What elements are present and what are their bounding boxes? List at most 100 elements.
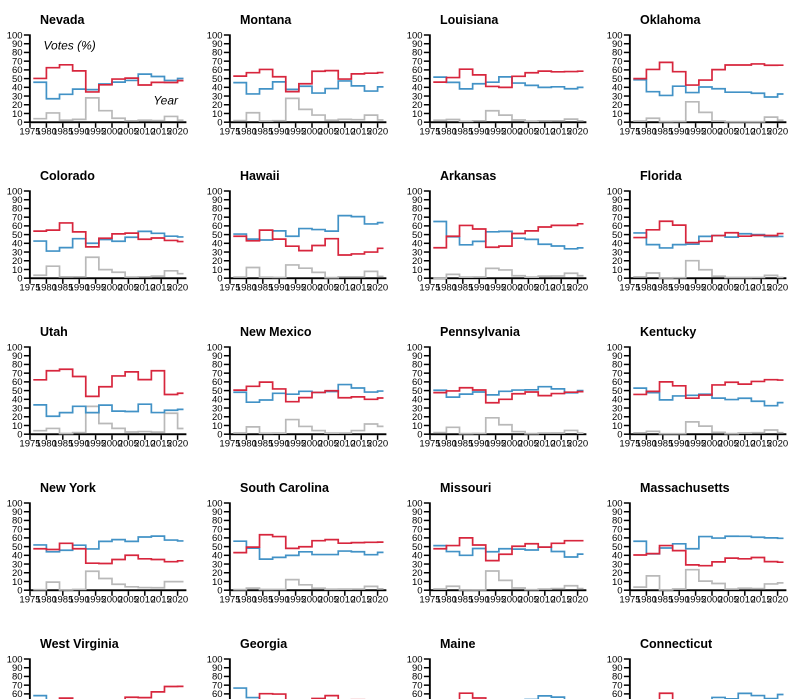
y-tick [423, 580, 430, 583]
x-tick [278, 591, 280, 596]
x-tick-label: 1975 [19, 127, 40, 138]
x-tick-label: 1995 [285, 283, 306, 294]
x-tick-label: 2015 [351, 127, 372, 138]
y-tick-label: 100 [607, 342, 623, 353]
state-chart: Georgia 10090807060504030201001975198019… [200, 637, 400, 699]
republican-line [233, 68, 384, 93]
y-tick-label: 40 [212, 395, 223, 406]
y-tick-label: 50 [212, 542, 223, 553]
democrat-line [33, 694, 48, 699]
x-tick [462, 435, 464, 440]
y-tick-label: 90 [12, 507, 23, 518]
y-tick [623, 34, 630, 36]
y-tick [223, 666, 230, 669]
democrat-line [633, 535, 784, 555]
y-tick [223, 372, 230, 374]
y-tick-label: 50 [612, 386, 623, 397]
y-tick-label: 80 [212, 204, 223, 215]
x-tick-label: 1975 [419, 127, 440, 138]
y-tick [423, 658, 430, 660]
y-tick [623, 693, 630, 695]
x-tick-label: 2000 [101, 595, 122, 606]
x-tick [344, 435, 346, 440]
y-tick-label: 0 [417, 118, 422, 129]
y-tick-label: 70 [412, 680, 423, 691]
y-tick-label: 30 [12, 91, 23, 102]
other-line [433, 109, 584, 123]
x-tick-label: 2010 [534, 439, 555, 450]
x-tick-label: 2020 [567, 283, 588, 294]
y-tick [423, 433, 430, 435]
x-tick-label: 2020 [567, 127, 588, 138]
x-tick-label: 1985 [652, 439, 673, 450]
x-tick-label: 2015 [751, 283, 772, 294]
y-tick [423, 675, 430, 678]
x-tick-label: 1990 [69, 127, 90, 138]
x-axis [228, 589, 387, 592]
y-tick-label: 70 [212, 212, 223, 223]
x-tick-label: 2015 [751, 439, 772, 450]
democrat-line [433, 385, 584, 398]
y-tick [23, 34, 30, 36]
y-tick [223, 572, 230, 574]
x-tick-label: 2005 [318, 127, 339, 138]
x-tick [645, 591, 648, 596]
chart-canvas: 1009080706050403020100197519801985199019… [407, 30, 588, 138]
x-tick-label: 2010 [134, 595, 155, 606]
x-tick-label: 2000 [501, 283, 522, 294]
x-tick-label: 1985 [52, 127, 73, 138]
x-tick [744, 279, 746, 284]
y-tick-label: 90 [412, 663, 423, 674]
x-tick-label: 2015 [551, 127, 572, 138]
x-tick-label: 1985 [452, 127, 473, 138]
y-tick [423, 42, 430, 45]
x-tick [94, 279, 97, 284]
y-tick-label: 80 [612, 672, 623, 683]
y-tick [623, 121, 630, 123]
y-tick [23, 684, 30, 686]
x-tick [678, 435, 680, 440]
y-tick-label: 30 [612, 91, 623, 102]
x-tick [376, 279, 379, 284]
x-tick-label: 2020 [367, 127, 388, 138]
x-tick-label: 1975 [219, 283, 240, 294]
x-tick-label: 1990 [669, 439, 690, 450]
x-tick [511, 435, 513, 440]
y-tick-label: 10 [12, 265, 23, 276]
y-tick-label: 40 [612, 239, 623, 250]
x-tick [662, 435, 664, 440]
y-tick-label: 90 [212, 351, 223, 362]
x-tick-label: 2005 [518, 439, 539, 450]
y-tick-label: 50 [212, 230, 223, 241]
x-tick-label: 1995 [485, 283, 506, 294]
y-tick [23, 95, 30, 97]
y-tick-label: 80 [412, 360, 423, 371]
y-tick [23, 121, 30, 123]
y-tick-label: 20 [212, 100, 223, 111]
y-tick [23, 666, 30, 669]
y-tick-label: 50 [412, 542, 423, 553]
x-tick [62, 591, 64, 596]
x-tick [694, 591, 697, 596]
y-axis [428, 658, 431, 699]
y-tick-label: 80 [12, 48, 23, 59]
x-tick [462, 591, 464, 596]
y-tick [23, 198, 30, 201]
y-tick [423, 563, 430, 565]
y-tick [23, 693, 30, 695]
x-tick-label: 2005 [118, 283, 139, 294]
x-axis [28, 433, 187, 436]
y-tick [423, 216, 430, 218]
y-tick-label: 70 [612, 680, 623, 691]
x-tick [527, 435, 530, 440]
y-tick-label: 10 [212, 265, 223, 276]
y-tick [23, 354, 30, 357]
y-tick-label: 90 [412, 351, 423, 362]
y-tick-label: 70 [412, 56, 423, 67]
y-axis [228, 502, 231, 591]
y-tick [423, 60, 430, 62]
y-tick [423, 233, 430, 236]
y-tick-label: 50 [412, 386, 423, 397]
x-tick-label: 2000 [701, 127, 722, 138]
y-tick-label: 60 [12, 221, 23, 232]
